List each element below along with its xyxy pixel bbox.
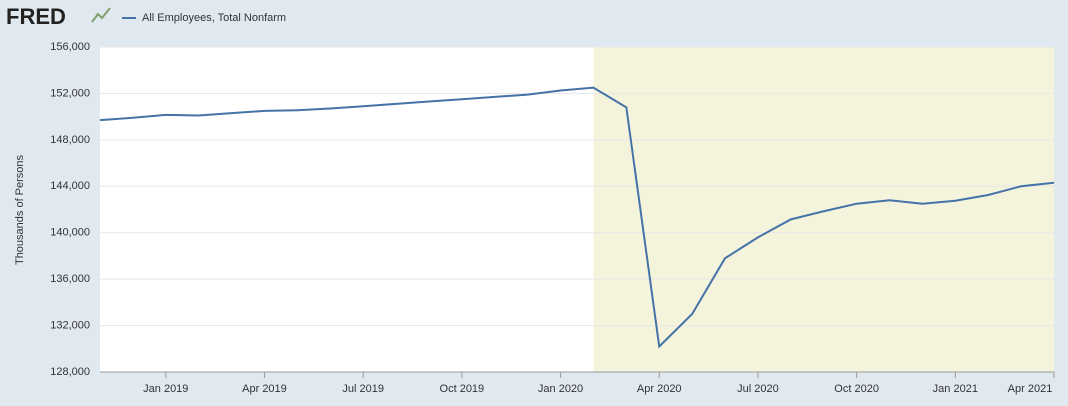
x-tick-label: Jan 2019	[143, 383, 188, 395]
x-tick-label: Apr 2020	[637, 383, 682, 395]
logo-icon	[91, 7, 111, 23]
y-axis-label: Thousands of Persons	[14, 154, 26, 265]
y-tick-label: 136,000	[50, 273, 90, 285]
x-tick-label: Oct 2019	[440, 383, 485, 395]
y-tick-label: 156,000	[50, 41, 90, 53]
x-tick-label: Jul 2020	[737, 383, 779, 395]
recession-shading	[593, 47, 1054, 372]
x-tick-label: Oct 2020	[834, 383, 879, 395]
y-tick-label: 144,000	[50, 180, 90, 192]
x-tick-label: Apr 2021	[1008, 383, 1053, 395]
data-line	[99, 86, 1055, 349]
legend-label: All Employees, Total Nonfarm	[142, 12, 286, 24]
y-tick-label: 140,000	[50, 227, 90, 239]
logo[interactable]: FRED	[6, 4, 66, 29]
x-tick-label: Apr 2019	[242, 383, 287, 395]
x-tick-label: Jan 2021	[933, 383, 978, 395]
x-tick-label: Jul 2019	[342, 383, 384, 395]
y-tick-label: 128,000	[50, 366, 90, 378]
x-tick-label: Jan 2020	[538, 383, 583, 395]
y-tick-label: 132,000	[50, 319, 90, 331]
y-tick-label: 152,000	[50, 87, 90, 99]
y-tick-label: 148,000	[50, 134, 90, 146]
